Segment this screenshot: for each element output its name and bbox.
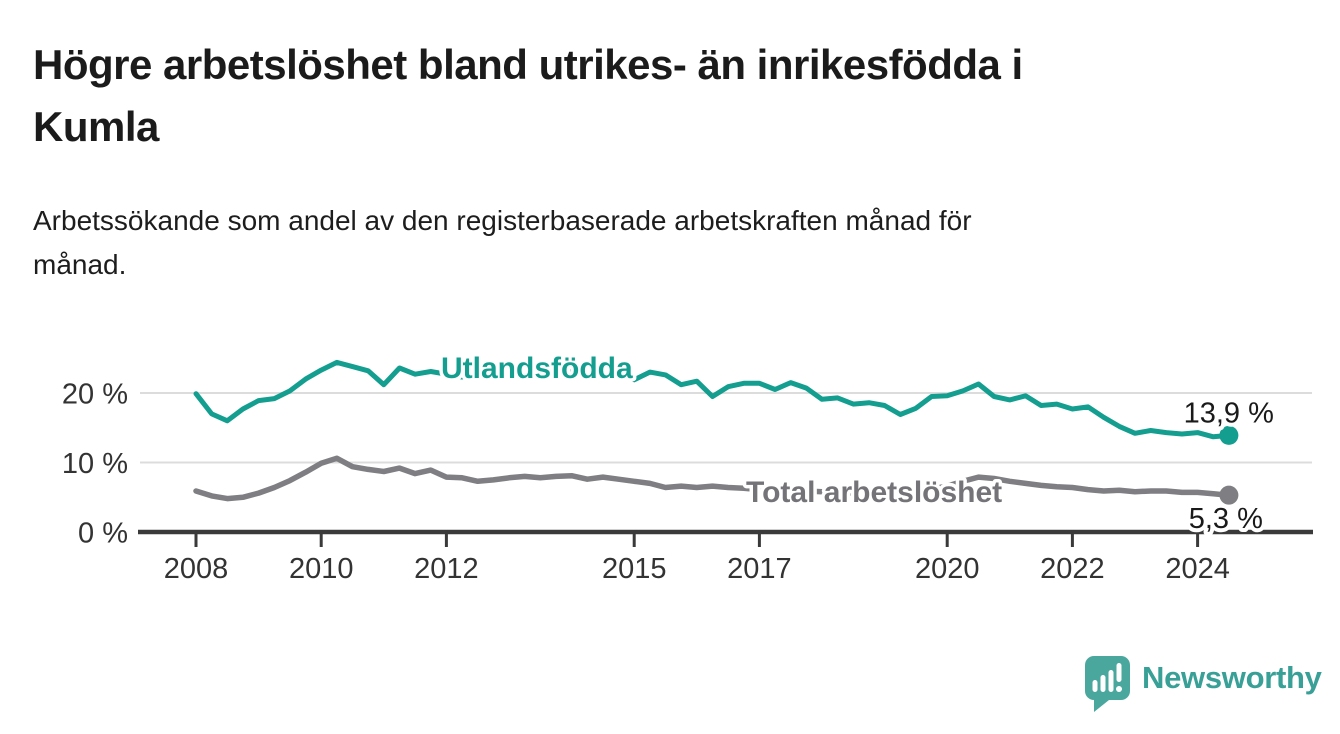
svg-text:2017: 2017 [727,553,792,585]
svg-text:2020: 2020 [915,553,980,585]
chart-subtitle: Arbetssökande som andel av den registerb… [33,205,972,280]
y-gridlines [140,392,1312,464]
series-line-utlandsfodda [193,359,1232,440]
svg-text:2024: 2024 [1165,553,1230,585]
series-line-total-arbetsloshet [193,455,1232,502]
end-dot-utlandsfodda [1219,425,1239,445]
x-tick-labels: 2008 2010 2012 2015 2017 2020 2022 2024 [164,553,1230,585]
speech-bubble-shape [1085,656,1130,712]
svg-text:20 %: 20 % [62,379,128,411]
newsworthy-branding: Newsworthy [1084,655,1322,713]
chart-title: Högre arbetslöshet bland utrikes- än inr… [33,41,1023,150]
bar-large [1108,670,1114,692]
end-value-label-total-arbetsloshet: 5,3 % [1189,503,1263,535]
y-axis-labels: 0 % 10 % 20 % [62,379,128,550]
svg-text:2010: 2010 [289,553,354,585]
exclamation-dot [1116,686,1122,692]
x-ticks [194,534,1200,547]
svg-text:2012: 2012 [414,553,479,585]
bar-small [1092,680,1098,692]
svg-text:0 %: 0 % [78,518,128,550]
newsworthy-logo-icon [1085,656,1130,712]
exclamation-bar [1116,663,1122,682]
series-label-utlandsfodda: Utlandsfödda [441,352,633,385]
end-dot-total-arbetsloshet [1219,485,1239,505]
newsworthy-wordmark: Newsworthy [1142,660,1322,695]
svg-text:2015: 2015 [602,553,667,585]
svg-text:10 %: 10 % [62,448,128,480]
series-label-total-arbetsloshet: Total arbetslöshet [746,476,1002,509]
svg-text:2008: 2008 [164,553,229,585]
svg-text:2022: 2022 [1040,553,1105,585]
end-value-label-utlandsfodda: 13,9 % [1184,397,1274,429]
bar-medium [1100,675,1106,692]
